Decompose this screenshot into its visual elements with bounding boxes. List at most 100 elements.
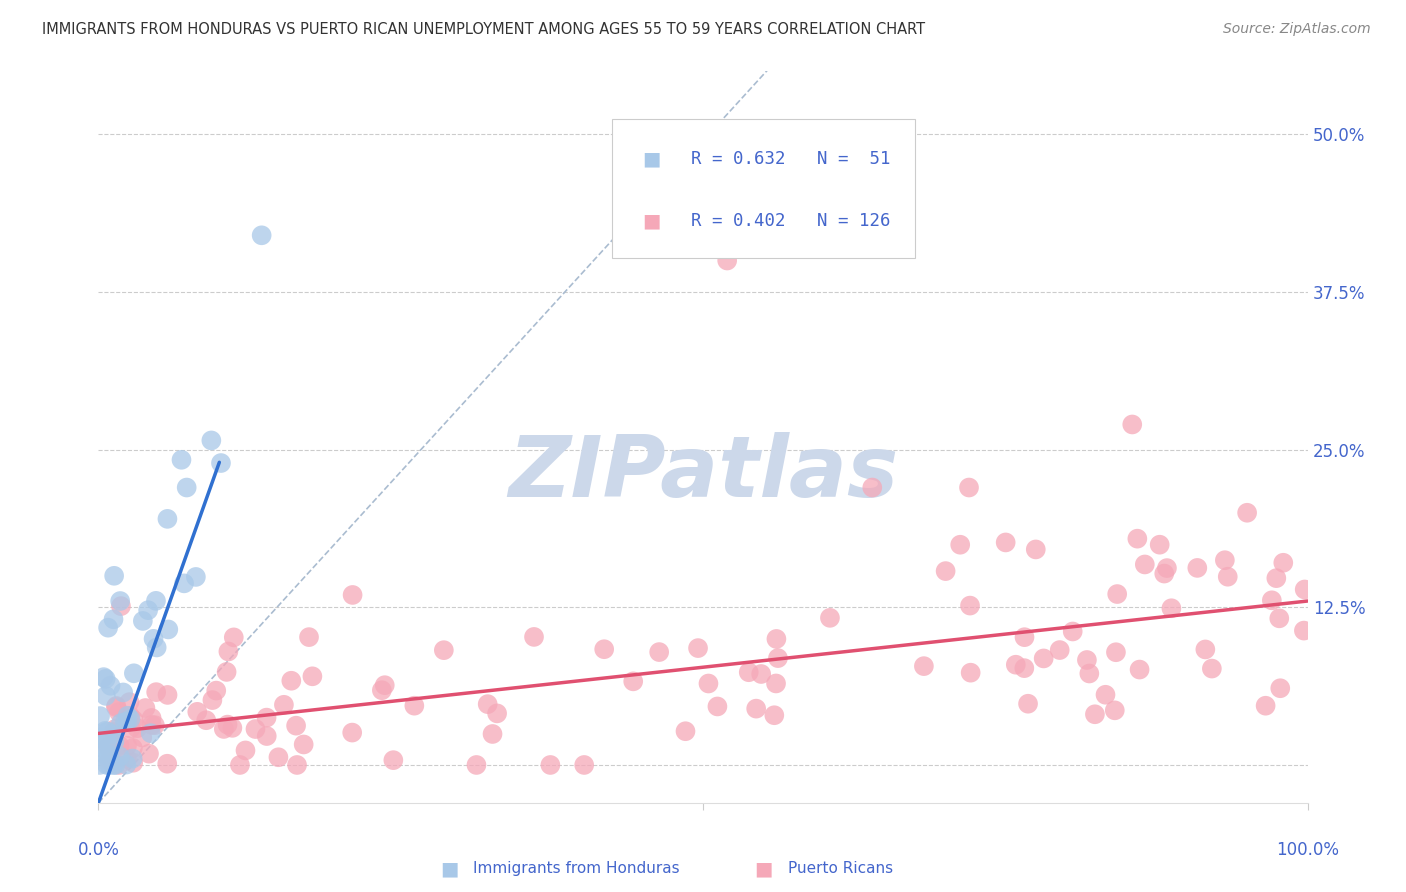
Point [104,700,127,714]
Point [98,754,121,768]
Point [201,693,224,707]
Point [156,756,179,771]
Point [1292,624,1315,638]
Point [122,756,145,770]
Point [104,758,127,772]
Point [1265,571,1288,585]
Point [404,698,426,713]
Point [1076,653,1098,667]
Point [156,512,179,526]
Point [1049,643,1071,657]
Point [593,642,616,657]
Point [103,758,125,772]
Point [465,758,488,772]
Point [108,594,131,608]
Point [136,603,159,617]
Point [138,747,160,761]
Point [195,713,218,727]
Point [1261,593,1284,607]
Point [1156,561,1178,575]
Point [371,683,394,698]
Point [1094,688,1116,702]
Point [340,725,363,739]
Point [100,679,122,693]
Point [118,695,141,709]
Point [686,641,709,656]
Point [298,630,321,644]
Text: Immigrants from Honduras: Immigrants from Honduras [474,861,681,876]
Point [93,747,115,761]
Point [1268,611,1291,625]
Point [205,683,228,698]
Point [186,705,208,719]
Point [675,724,697,739]
Point [108,749,131,764]
Point [1032,651,1054,665]
Point [273,698,295,712]
Point [97,621,120,635]
Point [229,758,252,772]
Point [267,750,290,764]
Point [145,594,167,608]
Point [716,253,738,268]
Point [157,623,180,637]
Point [860,481,883,495]
Point [763,708,786,723]
Point [217,717,239,731]
Point [1149,538,1171,552]
Point [1254,698,1277,713]
Point [122,713,145,727]
Point [382,753,405,767]
Point [745,701,768,715]
Point [142,632,165,646]
Point [1078,666,1101,681]
Point [115,739,138,753]
Point [572,758,595,772]
Point [949,538,972,552]
Point [765,632,787,646]
Point [108,758,131,772]
Point [121,751,143,765]
Point [749,667,772,681]
Point [97,724,120,739]
Point [1294,582,1316,597]
Point [221,721,243,735]
Point [706,699,728,714]
Point [256,729,278,743]
Point [117,708,139,723]
Point [98,758,121,772]
Point [115,714,138,729]
Point [994,535,1017,549]
Point [1017,697,1039,711]
Point [145,640,167,655]
Point [156,688,179,702]
Point [1187,561,1209,575]
Point [342,588,364,602]
Point [145,685,167,699]
Point [1272,556,1295,570]
Point [1062,624,1084,639]
Point [96,758,118,772]
Text: R = 0.632   N =  51: R = 0.632 N = 51 [690,150,890,168]
Point [250,228,273,243]
Point [1121,417,1143,432]
Point [222,631,245,645]
Text: 100.0%: 100.0% [1277,840,1339,859]
Point [103,569,125,583]
Point [766,651,789,665]
FancyBboxPatch shape [613,119,915,258]
Point [481,727,503,741]
Point [1129,663,1152,677]
Point [108,705,131,719]
Point [1084,707,1107,722]
Point [118,709,141,723]
Point [122,666,145,681]
Text: R = 0.402   N = 126: R = 0.402 N = 126 [690,212,890,230]
Point [738,665,761,680]
Point [89,740,111,755]
Point [176,481,198,495]
Point [1105,645,1128,659]
Point [93,726,115,740]
Point [110,716,132,731]
Point [108,739,131,753]
